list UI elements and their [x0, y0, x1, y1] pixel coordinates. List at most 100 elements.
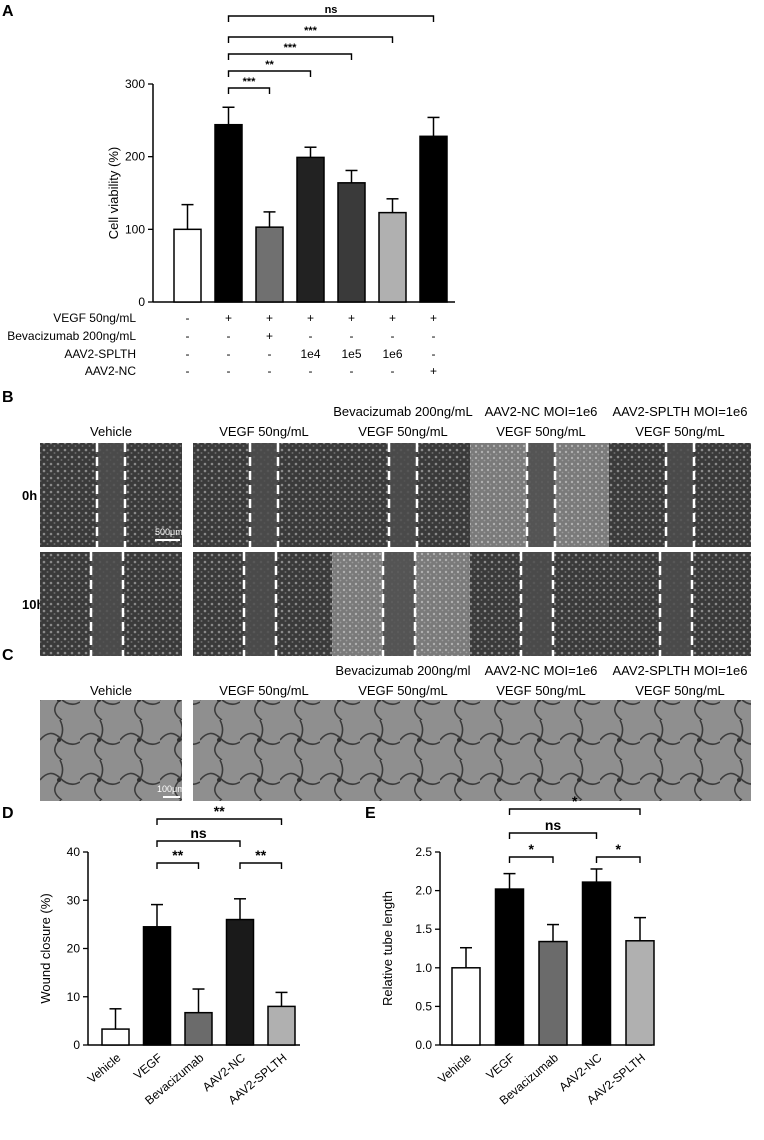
panel-label-e: E: [365, 805, 376, 822]
significance-label: *: [529, 841, 535, 857]
bar: [494, 888, 525, 1046]
category-label: VEGF: [131, 1051, 165, 1083]
condition-cell: +: [430, 311, 437, 325]
significance-label: *: [616, 841, 622, 857]
micrograph-image: [470, 700, 612, 801]
condition-cell: 1e4: [300, 347, 320, 361]
condition-row-label: AAV2-SPLTH: [64, 347, 136, 361]
bar: [378, 211, 407, 303]
column-header-line1: AAV2-NC MOI=1e6: [485, 663, 598, 678]
significance-label: **: [214, 803, 225, 819]
panel-label-b: B: [2, 389, 14, 406]
column-header-line2: VEGF 50ng/mL: [635, 424, 725, 439]
column-header-line2: VEGF 50ng/mL: [358, 683, 448, 698]
significance-bracket: [227, 70, 312, 77]
condition-cell: 1e6: [382, 347, 402, 361]
significance-bracket: [508, 856, 554, 863]
column-header-line2: VEGF 50ng/mL: [358, 424, 448, 439]
column-header-line1: Bevacizumab 200ng/ml: [335, 663, 470, 678]
significance-bracket: [595, 856, 641, 863]
column-header-line1: AAV2-NC MOI=1e6: [485, 404, 598, 419]
panel-label-c: C: [2, 647, 14, 664]
bar: [451, 967, 481, 1046]
condition-cell: 1e5: [341, 347, 361, 361]
condition-cell: -: [432, 347, 436, 361]
column-header-line1: AAV2-SPLTH MOI=1e6: [613, 404, 748, 419]
y-tick-label: 200: [125, 150, 145, 164]
condition-cell: -: [227, 364, 231, 378]
wound-gap: [389, 443, 417, 547]
significance-label: ***: [304, 25, 318, 37]
scale-bar-label: 100μm: [157, 784, 185, 794]
bar: [296, 156, 325, 303]
condition-cell: -: [186, 347, 190, 361]
y-tick-label: 1.0: [415, 961, 432, 975]
bar: [255, 226, 284, 303]
panel-b-wound-images: Vehicle VEGF 50ng/mL Bevacizumab 200ng/mL V…: [22, 404, 751, 656]
condition-cell: +: [307, 311, 314, 325]
condition-row-label: Bevacizumab 200ng/mL: [7, 329, 136, 343]
condition-row-label: VEGF 50ng/mL: [53, 311, 136, 325]
column-header-line2: VEGF 50ng/mL: [496, 683, 586, 698]
column-header-line2: VEGF 50ng/mL: [496, 424, 586, 439]
y-tick-label: 1.5: [415, 922, 432, 936]
row-label: 0h: [22, 488, 37, 503]
micrograph-image: [193, 700, 335, 801]
column-header-line1: AAV2-SPLTH MOI=1e6: [613, 663, 748, 678]
panel-label-d: D: [2, 805, 14, 822]
significance-bracket: [508, 832, 598, 839]
bar: [225, 918, 255, 1046]
condition-cell: -: [309, 364, 313, 378]
y-tick-label: 30: [67, 893, 81, 907]
micrograph-image: [609, 700, 751, 801]
significance-bracket: [227, 53, 353, 60]
condition-cell: -: [268, 347, 272, 361]
significance-label: **: [172, 847, 183, 863]
bar: [173, 228, 202, 303]
condition-cell: -: [432, 329, 436, 343]
chart-e-tube-length: 0.0 0.5 1.0 1.5 2.0 2.5 Relative tube length * *…: [380, 793, 655, 1108]
significance-bracket: [227, 36, 394, 43]
y-axis-label: Relative tube length: [380, 891, 395, 1006]
bar: [267, 1005, 296, 1046]
bar: [538, 940, 568, 1046]
y-tick-label: 0.0: [415, 1038, 432, 1052]
y-tick-label: 0.5: [415, 999, 432, 1013]
wound-gap: [521, 552, 553, 656]
significance-label: **: [255, 847, 266, 863]
condition-cell: -: [227, 329, 231, 343]
bar: [214, 123, 243, 303]
wound-gap: [97, 443, 125, 547]
y-axis-label: Cell viability (%): [106, 147, 121, 239]
wound-gap: [660, 552, 692, 656]
micrograph-image: [40, 700, 182, 801]
micrograph-image: [332, 700, 474, 801]
significance-bracket: [227, 87, 271, 94]
column-header-line2: VEGF 50ng/mL: [219, 683, 309, 698]
category-label: Vehicle: [435, 1050, 474, 1086]
condition-cell: +: [389, 311, 396, 325]
column-header-line2: Vehicle: [90, 424, 132, 439]
y-tick-label: 2.5: [415, 845, 432, 859]
condition-cell: -: [350, 364, 354, 378]
y-tick-label: 20: [67, 942, 81, 956]
condition-cell: -: [186, 364, 190, 378]
category-label: VEGF: [483, 1051, 517, 1083]
bar: [419, 135, 448, 303]
y-tick-label: 2.0: [415, 884, 432, 898]
bar: [337, 182, 366, 303]
condition-cell: -: [186, 311, 190, 325]
condition-row-label: AAV2-NC: [85, 364, 136, 378]
condition-cell: +: [348, 311, 355, 325]
wound-gap: [666, 443, 694, 547]
y-tick-label: 10: [67, 990, 81, 1004]
condition-cell: +: [225, 311, 232, 325]
significance-label: ***: [284, 42, 298, 54]
bar: [101, 1028, 130, 1046]
significance-bracket: [156, 818, 283, 825]
y-tick-label: 300: [125, 77, 145, 91]
significance-bracket: [239, 862, 283, 869]
panel-label-a: A: [2, 3, 14, 20]
condition-cell: +: [266, 329, 273, 343]
